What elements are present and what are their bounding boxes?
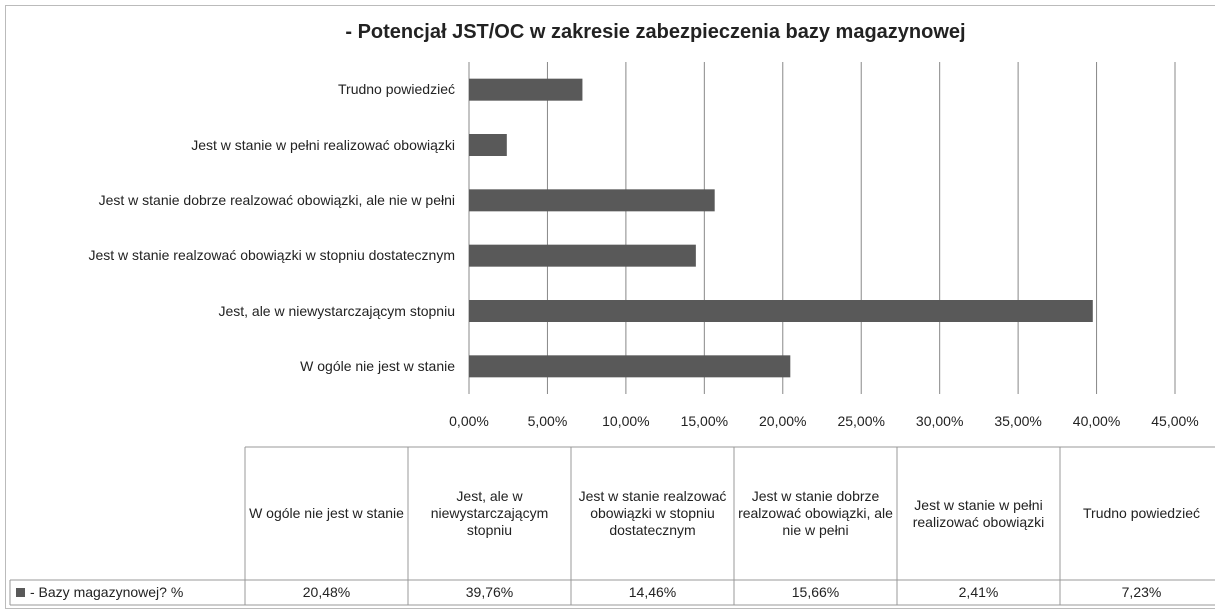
table-header: Jest, ale w niewystarczającym stopniu xyxy=(430,488,549,538)
x-tick-label: 35,00% xyxy=(994,413,1042,429)
bar xyxy=(469,300,1093,322)
table-header: W ogóle nie jest w stanie xyxy=(249,505,404,521)
x-tick-label: 30,00% xyxy=(915,413,964,429)
bar xyxy=(469,78,583,101)
x-tick-label: 15,00% xyxy=(680,413,729,429)
chart-border xyxy=(5,5,1215,609)
y-tick-label: Jest w stanie w pełni realizować obowiąz… xyxy=(191,136,455,153)
table-header: Jest w stanie w pełni realizować obowiąz… xyxy=(912,496,1045,530)
bar xyxy=(469,189,715,212)
x-tick-label: 45,00% xyxy=(1151,413,1199,429)
bar xyxy=(469,244,696,267)
table-value: 14,46% xyxy=(628,584,677,600)
y-tick-label: Jest w stanie realzować obowiązki w stop… xyxy=(88,247,455,264)
x-tick-label: 25,00% xyxy=(837,413,885,429)
bar xyxy=(469,134,507,156)
y-tick-label: Trudno powiedzieć xyxy=(338,81,455,98)
table-value: 2,41% xyxy=(958,584,999,600)
table-value: 39,76% xyxy=(465,584,514,600)
x-tick-label: 0,00% xyxy=(449,413,489,429)
table-value: 20,48% xyxy=(302,584,351,600)
chart-title: - Potencjał JST/OC w zakresie zabezpiecz… xyxy=(345,21,966,43)
x-tick-label: 20,00% xyxy=(759,413,807,429)
x-tick-label: 10,00% xyxy=(602,413,650,429)
table-value: 15,66% xyxy=(791,584,840,600)
y-tick-label: Jest, ale w niewystarczającym stopniu xyxy=(218,302,455,319)
y-tick-label: W ogóle nie jest w stanie xyxy=(300,357,455,374)
table-header: Jest w stanie dobrze realzować obowiązki… xyxy=(738,488,893,538)
table-header: Jest w stanie realzować obowiązki w stop… xyxy=(578,488,727,538)
y-tick-label: Jest w stanie dobrze realzować obowiązki… xyxy=(98,191,455,208)
x-tick-label: 5,00% xyxy=(527,413,568,429)
legend-label: - Bazy magazynowej? % xyxy=(30,584,184,600)
bar xyxy=(469,355,791,378)
table-header: Trudno powiedzieć xyxy=(1083,505,1200,521)
x-tick-label: 40,00% xyxy=(1072,413,1121,429)
table-value: 7,23% xyxy=(1121,584,1162,600)
legend-swatch xyxy=(16,588,25,597)
